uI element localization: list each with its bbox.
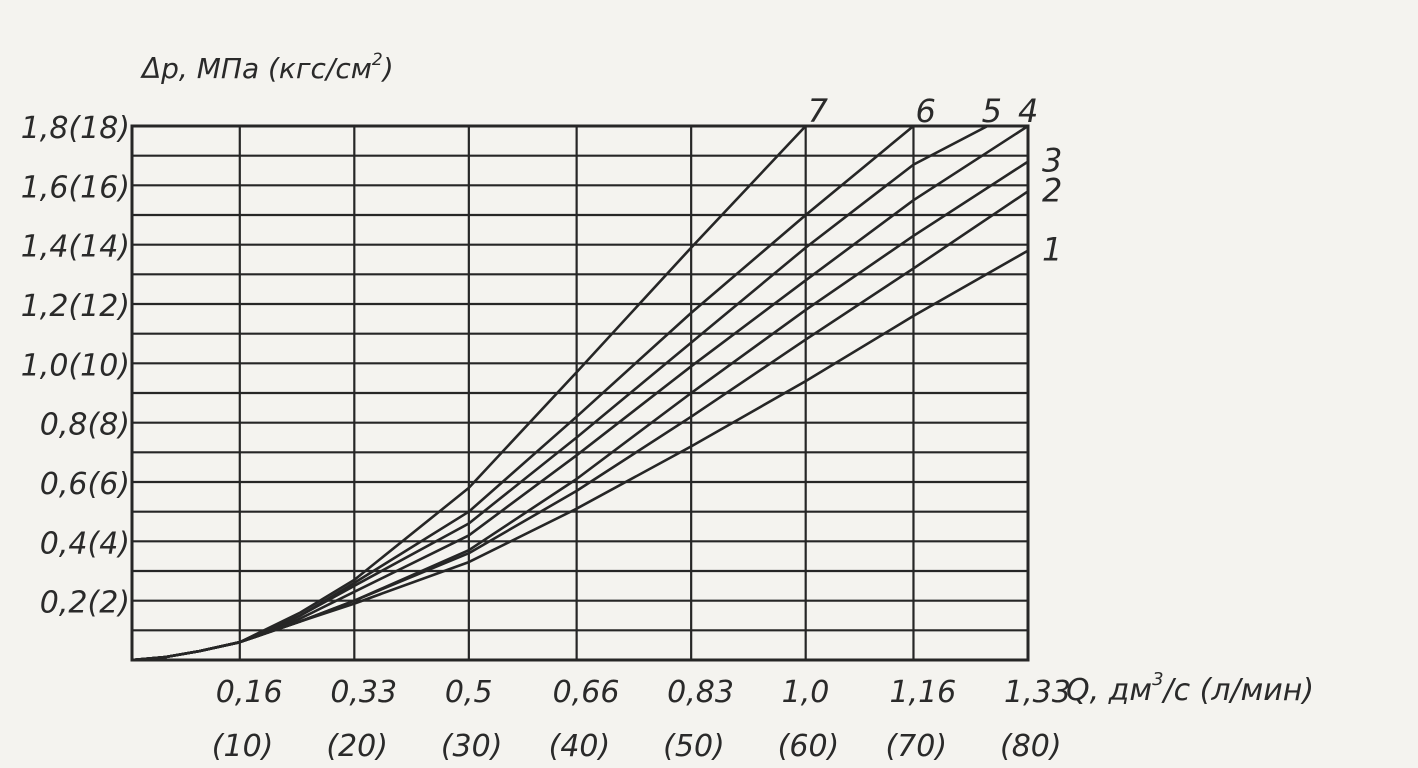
x-tick-sublabel: (20): [326, 729, 388, 764]
series-line-2: [131, 190, 1029, 662]
y-axis-title-text: Δр, МПа (кгс/см: [140, 52, 372, 85]
x-axis-title-tail: /с (л/мин): [1161, 673, 1315, 708]
x-tick-label: 0,66: [553, 675, 620, 710]
series-label-4: 4: [1018, 92, 1038, 130]
series-label-3: 3: [1042, 142, 1062, 180]
y-tick-label: 1,6(16): [21, 170, 130, 205]
series-label-7: 7: [808, 92, 829, 130]
y-tick-label: 1,0(10): [21, 348, 130, 383]
x-tick-label: 1,33: [1004, 675, 1071, 710]
series-line-3: [131, 160, 1029, 662]
x-axis-title: Q, дм3/с (л/мин): [1066, 669, 1314, 708]
x-axis-title-text: Q, дм: [1066, 673, 1152, 708]
y-tick-label: 0,2(2): [40, 586, 130, 621]
x-tick-sublabel: (50): [663, 729, 725, 764]
series-label-5: 5: [982, 92, 1002, 130]
x-tick-label: 0,33: [330, 675, 397, 710]
series-label-6: 6: [915, 92, 935, 130]
series-label-2: 2: [1042, 171, 1062, 209]
axes: 0,2(2)0,4(4)0,6(6)0,8(8)1,0(10)1,2(12)1,…: [21, 111, 1071, 764]
y-axis-title: Δр, МПа (кгс/см2): [140, 50, 394, 85]
x-tick-sublabel: (70): [885, 729, 947, 764]
y-tick-label: 0,4(4): [40, 526, 130, 561]
x-tick-sublabel: (10): [212, 729, 274, 764]
x-tick-label: 0,16: [216, 675, 283, 710]
x-tick-label: 0,5: [445, 675, 493, 710]
x-tick-label: 1,16: [889, 675, 956, 710]
plot-frame: [130, 124, 1030, 662]
x-axis-title-sup: 3: [1152, 669, 1163, 690]
grid: [130, 124, 1030, 662]
y-tick-label: 1,4(14): [21, 230, 130, 265]
y-tick-label: 0,8(8): [40, 408, 130, 443]
series-line-1: [131, 249, 1029, 662]
x-tick-sublabel: (30): [441, 729, 503, 764]
y-axis-title-tail: ): [381, 52, 394, 85]
x-tick-sublabel: (80): [1000, 729, 1062, 764]
x-tick-label: 1,0: [782, 675, 830, 710]
y-tick-label: 1,8(18): [21, 111, 130, 146]
y-tick-label: 1,2(12): [21, 289, 130, 324]
x-tick-sublabel: (40): [549, 729, 611, 764]
series-label-1: 1: [1042, 231, 1062, 269]
x-tick-sublabel: (60): [778, 729, 840, 764]
y-axis-title-sup: 2: [372, 50, 383, 70]
series-line-7: [131, 125, 807, 662]
x-tick-label: 0,83: [667, 675, 734, 710]
y-tick-label: 0,6(6): [40, 467, 130, 502]
